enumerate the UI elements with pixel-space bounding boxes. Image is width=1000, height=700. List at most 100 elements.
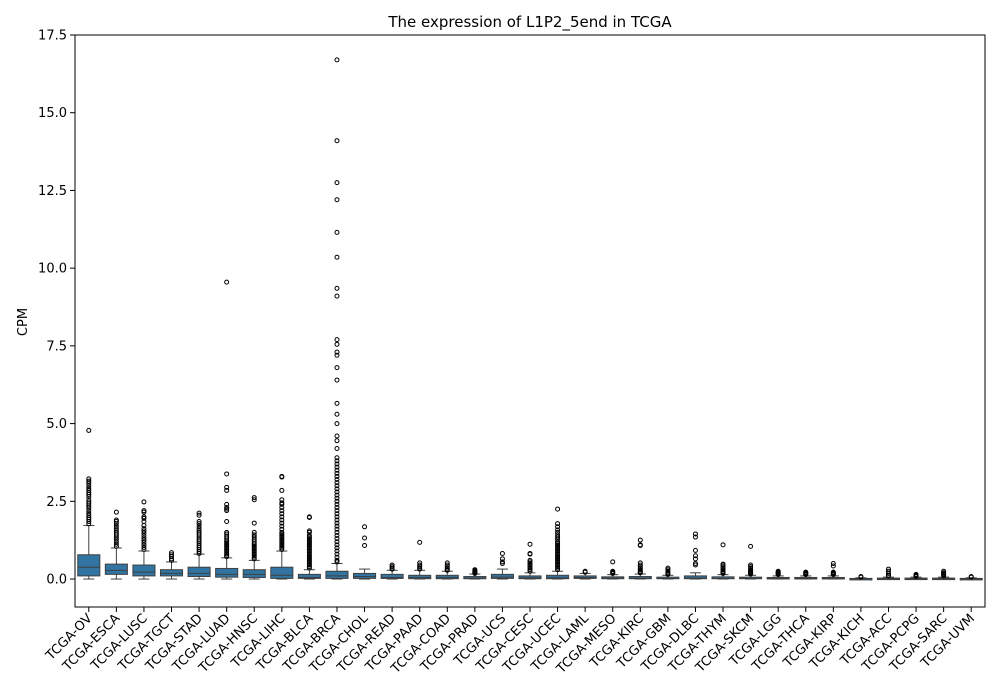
outlier-point (334, 520, 340, 526)
outlier-point (444, 562, 450, 568)
outlier-point (306, 560, 312, 566)
outlier-point (555, 560, 561, 566)
outlier-point (334, 501, 340, 507)
outlier-point (527, 562, 533, 568)
outlier-point (748, 562, 754, 568)
outlier-point (141, 523, 147, 529)
outlier-point (637, 564, 643, 570)
outlier-point (334, 180, 340, 186)
outlier-point (334, 464, 340, 470)
outlier-point (499, 556, 505, 562)
outlier-point (224, 539, 230, 545)
outlier-point (334, 411, 340, 417)
outlier-point (555, 545, 561, 551)
outlier-point (224, 551, 230, 557)
outlier-point (334, 433, 340, 439)
box-tcga-hnsc (242, 495, 266, 580)
outlier-point (665, 565, 671, 571)
outlier-point (113, 519, 119, 525)
outlier-point (141, 514, 147, 520)
outlier-point (334, 523, 340, 529)
outlier-point (306, 540, 312, 546)
outlier-point (224, 501, 230, 507)
outlier-point (196, 549, 202, 555)
box-tcga-tgct (159, 550, 184, 580)
outlier-point (527, 565, 533, 571)
box-tcga-esca (104, 509, 128, 580)
outlier-point (306, 543, 312, 549)
box-tcga-pcpg (904, 571, 928, 581)
outlier-point (334, 138, 340, 144)
outlier-point (196, 512, 202, 518)
outlier-point (555, 542, 561, 548)
outlier-point (306, 528, 312, 534)
outlier-point (637, 567, 643, 573)
box-tcga-blca (297, 514, 321, 580)
outlier-point (279, 539, 285, 545)
outlier-point (334, 337, 340, 343)
y-tick-label: 12.5 (38, 184, 67, 199)
outlier-point (858, 574, 864, 580)
outlier-point (279, 536, 285, 542)
outlier-point (279, 500, 285, 506)
outlier-point (86, 508, 92, 514)
iqr-box (242, 569, 266, 578)
outlier-point (555, 564, 561, 570)
outlier-point (334, 438, 340, 444)
outlier-point (279, 517, 285, 523)
outlier-point (499, 560, 505, 566)
outlier-point (251, 554, 257, 560)
outlier-point (334, 455, 340, 461)
box-tcga-skcm (739, 543, 763, 580)
outlier-point (224, 548, 230, 554)
outlier-point (555, 529, 561, 535)
outlier-point (555, 565, 561, 571)
outlier-point (720, 562, 726, 568)
outlier-point (279, 543, 285, 549)
outlier-point (251, 540, 257, 546)
outlier-point (830, 563, 836, 569)
outlier-point (306, 542, 312, 548)
outlier-point (251, 529, 257, 535)
outlier-point (499, 559, 505, 565)
outlier-point (555, 546, 561, 552)
outlier-point (86, 491, 92, 497)
outlier-point (334, 495, 340, 501)
outlier-point (748, 543, 754, 549)
outlier-point (968, 574, 974, 580)
outlier-point (334, 293, 340, 299)
outlier-point (334, 511, 340, 517)
outlier-point (692, 562, 698, 568)
outlier-point (306, 514, 312, 520)
outlier-point (527, 567, 533, 573)
outlier-point (444, 565, 450, 571)
iqr-box (683, 575, 707, 580)
outlier-point (555, 548, 561, 554)
outlier-point (417, 566, 423, 572)
outlier-point (334, 554, 340, 560)
outlier-point (362, 524, 368, 530)
outlier-point (748, 571, 754, 577)
outlier-point (334, 498, 340, 504)
outlier-point (306, 557, 312, 563)
outlier-point (306, 548, 312, 554)
outlier-point (720, 570, 726, 576)
outlier-point (555, 521, 561, 527)
outlier-point (830, 560, 836, 566)
outlier-point (334, 400, 340, 406)
outlier-point (555, 562, 561, 568)
outlier-point (141, 533, 147, 538)
outlier-point (334, 539, 340, 545)
outlier-point (555, 567, 561, 573)
y-tick-label: 15.0 (38, 106, 67, 121)
outlier-point (169, 556, 175, 562)
outlier-point (637, 537, 643, 543)
outlier-point (113, 509, 119, 515)
outlier-point (306, 551, 312, 557)
box-tcga-read (380, 562, 404, 580)
outlier-point (224, 487, 230, 493)
outlier-point (141, 530, 147, 536)
outlier-point (334, 486, 340, 492)
outlier-point (306, 534, 312, 540)
